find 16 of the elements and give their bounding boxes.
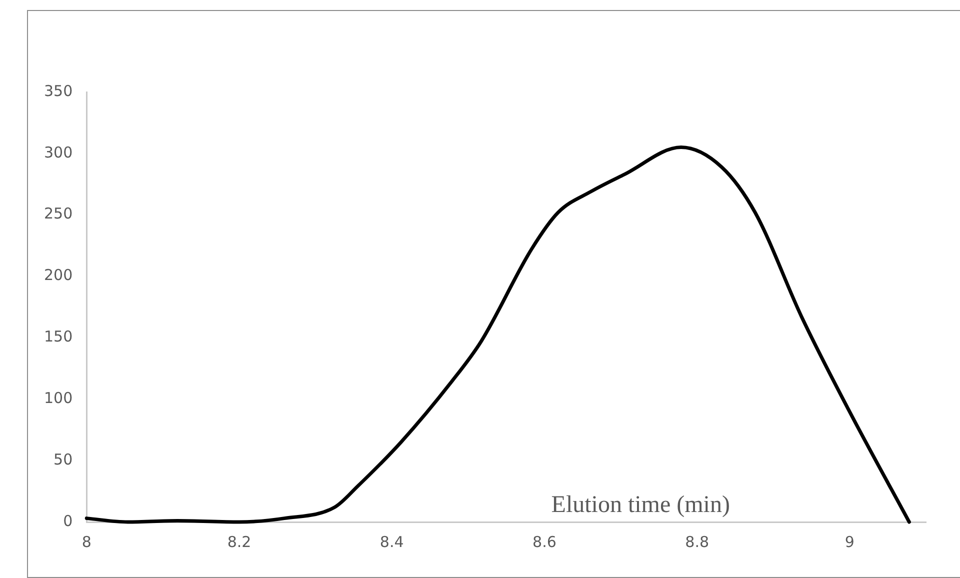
y-tick-label: 100 (44, 389, 73, 408)
x-tick-label: 8.8 (685, 532, 710, 551)
y-tick-label: 350 (44, 82, 73, 100)
y-tick-label: 200 (44, 266, 73, 284)
line-series (84, 146, 911, 524)
x-tick-label: 8 (82, 532, 92, 551)
x-axis-title: Elution time (min) (551, 492, 730, 518)
y-tick-label: 300 (44, 143, 73, 162)
x-tick-label: 8.6 (532, 532, 556, 551)
x-tick-label: 9 (844, 532, 854, 551)
y-tick-label: 50 (54, 450, 73, 468)
x-tick-label: 8.2 (227, 532, 252, 551)
y-tick-label: 250 (44, 204, 73, 223)
y-tick-label: 150 (44, 328, 73, 346)
y-tick-label: 0 (63, 512, 73, 530)
x-tick-label: 8.4 (380, 532, 404, 551)
